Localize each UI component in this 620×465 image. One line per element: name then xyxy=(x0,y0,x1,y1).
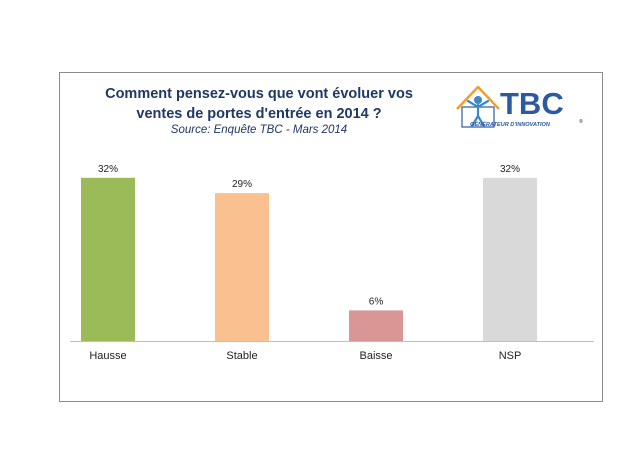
bar-stable xyxy=(215,193,269,341)
data-label-stable: 29% xyxy=(232,179,252,190)
tbc-logo: TBC GÉNÉRATEUR D'INNOVATION ® xyxy=(456,85,583,128)
category-label-hausse: Hausse xyxy=(89,350,126,362)
chart-title-line-2: ventes de portes d'entrée en 2014 ? xyxy=(136,106,381,122)
chart-title-line-1: Comment pensez-vous que vont évoluer vos xyxy=(105,86,413,102)
logo-tagline: GÉNÉRATEUR D'INNOVATION xyxy=(470,120,551,128)
category-label-stable: Stable xyxy=(226,350,257,362)
bar-hausse xyxy=(81,177,135,341)
chart-subtitle: Source: Enquête TBC - Mars 2014 xyxy=(171,124,347,136)
bar-chart: Comment pensez-vous que vont évoluer vos… xyxy=(70,85,594,362)
chart-frame: Comment pensez-vous que vont évoluer vos… xyxy=(59,72,603,402)
category-label-nsp: NSP xyxy=(499,350,522,362)
bar-baisse xyxy=(349,310,403,341)
house-figure-icon xyxy=(456,85,500,128)
data-label-nsp: 32% xyxy=(500,164,520,175)
bar-nsp xyxy=(483,177,537,341)
category-label-baisse: Baisse xyxy=(359,350,392,362)
logo-name: TBC xyxy=(500,86,564,121)
plot-area: 32% Hausse 29% Stable 6% Baisse 32% NSP xyxy=(70,164,594,362)
logo-registered-mark: ® xyxy=(579,118,583,125)
data-label-hausse: 32% xyxy=(98,164,118,175)
data-label-baisse: 6% xyxy=(369,296,384,307)
